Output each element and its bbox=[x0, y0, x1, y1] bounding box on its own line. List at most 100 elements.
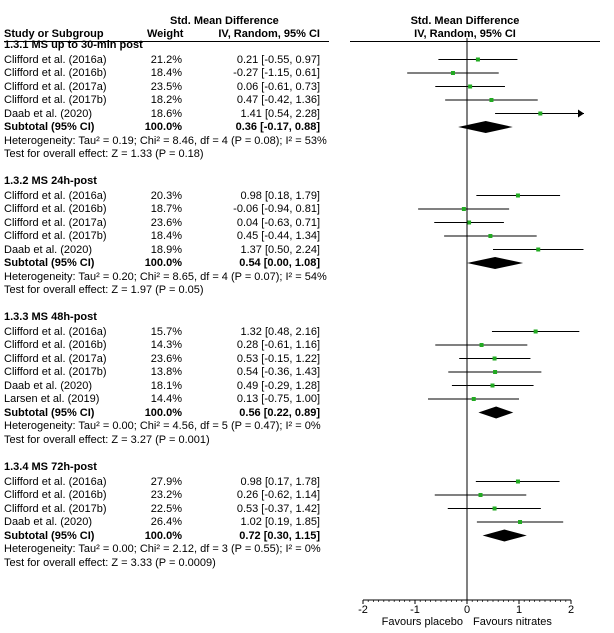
study-name: Clifford et al. (2016a) bbox=[4, 475, 107, 488]
subtotal-weight: 100.0% bbox=[144, 529, 182, 542]
study-marker bbox=[538, 111, 543, 116]
weight-column-header: Weight bbox=[147, 28, 184, 40]
study-name: Clifford et al. (2017b) bbox=[4, 502, 107, 515]
header-rule-right bbox=[350, 41, 600, 42]
overall-effect-text: Test for overall effect: Z = 3.27 (P = 0… bbox=[4, 433, 210, 446]
method-left-header: IV, Random, 95% CI bbox=[218, 28, 320, 40]
study-ci: 1.37 [0.50, 2.24] bbox=[240, 243, 320, 256]
study-ci: 0.26 [-0.62, 1.14] bbox=[236, 489, 320, 501]
study-marker bbox=[515, 193, 520, 198]
overall-effect-text: Test for overall effect: Z = 1.97 (P = 0… bbox=[4, 284, 204, 296]
group-title: 1.3.3 MS 48h-post bbox=[4, 311, 97, 323]
study-ci: 0.47 [-0.42, 1.36] bbox=[236, 94, 320, 106]
study-marker bbox=[489, 98, 494, 102]
smd-left-header: Std. Mean Difference bbox=[170, 15, 279, 27]
study-marker bbox=[493, 370, 498, 374]
subtotal-weight: 100.0% bbox=[144, 257, 182, 269]
subtotal-ci: 0.56 [0.22, 0.89] bbox=[239, 406, 320, 419]
study-name: Clifford et al. (2016b) bbox=[4, 339, 107, 351]
study-ci: 0.54 [-0.36, 1.43] bbox=[236, 366, 320, 378]
study-name: Clifford et al. (2016b) bbox=[4, 489, 107, 501]
subtotal-diamond bbox=[467, 257, 524, 269]
study-ci: -0.27 [-1.15, 0.61] bbox=[233, 67, 320, 79]
study-weight: 20.3% bbox=[150, 189, 182, 202]
study-marker bbox=[467, 220, 472, 225]
study-ci: 0.13 [-0.75, 1.00] bbox=[236, 393, 320, 405]
study-marker bbox=[478, 493, 483, 497]
study-name: Larsen et al. (2019) bbox=[4, 393, 100, 405]
study-marker bbox=[479, 343, 484, 347]
study-weight: 22.5% bbox=[150, 502, 182, 515]
study-name: Clifford et al. (2017a) bbox=[4, 80, 107, 93]
subtotal-ci: 0.54 [0.00, 1.08] bbox=[239, 257, 320, 269]
smd-right-header: Std. Mean Difference bbox=[410, 15, 520, 27]
study-marker bbox=[492, 356, 497, 361]
study-name: Clifford et al. (2016b) bbox=[4, 67, 107, 79]
study-weight: 18.4% bbox=[150, 230, 182, 242]
study-marker bbox=[475, 57, 480, 62]
overall-effect-text: Test for overall effect: Z = 1.33 (P = 0… bbox=[4, 148, 204, 160]
study-ci: 0.45 [-0.44, 1.34] bbox=[236, 230, 320, 242]
study-weight: 23.2% bbox=[150, 489, 182, 501]
study-ci: 0.98 [0.17, 1.78] bbox=[240, 475, 320, 488]
study-weight: 18.7% bbox=[150, 203, 182, 215]
study-name: Clifford et al. (2017a) bbox=[4, 352, 107, 365]
subtotal-ci: 0.72 [0.30, 1.15] bbox=[239, 529, 320, 542]
subtotal-diamond bbox=[458, 121, 513, 133]
study-ci: -0.06 [-0.94, 0.81] bbox=[233, 203, 320, 215]
study-name: Clifford et al. (2016a) bbox=[4, 189, 107, 202]
study-ci: 1.02 [0.19, 1.85] bbox=[240, 516, 320, 528]
x-tick-label: 1 bbox=[515, 604, 523, 616]
study-weight: 23.6% bbox=[150, 216, 182, 229]
study-name: Clifford et al. (2016a) bbox=[4, 325, 107, 338]
subtotal-weight: 100.0% bbox=[144, 406, 182, 419]
x-tick-label: -1 bbox=[410, 604, 420, 616]
overall-effect-text: Test for overall effect: Z = 3.33 (P = 0… bbox=[4, 556, 216, 569]
x-tick-label: 2 bbox=[567, 604, 575, 616]
study-marker bbox=[536, 247, 541, 252]
study-weight: 14.4% bbox=[150, 393, 182, 405]
study-marker bbox=[492, 506, 497, 511]
favours-placebo-label: Favours placebo bbox=[381, 616, 463, 628]
subtotal-label: Subtotal (95% CI) bbox=[4, 257, 95, 269]
study-ci: 1.32 [0.48, 2.16] bbox=[240, 325, 320, 338]
subtotal-diamond bbox=[478, 406, 514, 419]
study-weight: 18.6% bbox=[150, 107, 182, 120]
study-marker bbox=[461, 207, 466, 211]
study-ci: 0.49 [-0.29, 1.28] bbox=[236, 379, 320, 392]
method-right-header: IV, Random, 95% CI bbox=[414, 28, 516, 40]
study-name: Clifford et al. (2016a) bbox=[4, 53, 107, 66]
study-marker bbox=[490, 383, 495, 388]
study-name: Daab et al. (2020) bbox=[4, 107, 93, 120]
header-rule-left bbox=[4, 41, 329, 42]
study-weight: 27.9% bbox=[150, 475, 182, 488]
x-tick-label: -2 bbox=[358, 604, 368, 616]
study-weight: 18.4% bbox=[150, 67, 182, 79]
group-title: 1.3.1 MS up to 30-min post bbox=[4, 39, 143, 51]
subtotal-label: Subtotal (95% CI) bbox=[4, 529, 95, 542]
study-name: Clifford et al. (2017b) bbox=[4, 366, 107, 378]
study-name: Daab et al. (2020) bbox=[4, 516, 93, 528]
study-name: Clifford et al. (2016b) bbox=[4, 203, 107, 215]
heterogeneity-text: Heterogeneity: Tau² = 0.20; Chi² = 8.65,… bbox=[4, 270, 327, 283]
study-weight: 18.1% bbox=[150, 379, 182, 392]
heterogeneity-text: Heterogeneity: Tau² = 0.00; Chi² = 2.12,… bbox=[4, 543, 321, 555]
study-weight: 23.6% bbox=[150, 352, 182, 365]
subtotal-label: Subtotal (95% CI) bbox=[4, 121, 95, 133]
study-ci: 0.06 [-0.61, 0.73] bbox=[236, 80, 320, 93]
group-title: 1.3.4 MS 72h-post bbox=[4, 461, 97, 473]
study-weight: 18.9% bbox=[150, 243, 182, 256]
ci-arrow-head bbox=[578, 109, 584, 118]
favours-nitrates-label: Favours nitrates bbox=[473, 616, 552, 628]
study-column-header: Study or Subgroup bbox=[4, 28, 104, 40]
subtotal-weight: 100.0% bbox=[144, 121, 182, 133]
study-marker bbox=[515, 479, 520, 484]
study-marker bbox=[468, 84, 473, 89]
study-ci: 1.41 [0.54, 2.28] bbox=[240, 107, 320, 120]
heterogeneity-text: Heterogeneity: Tau² = 0.00; Chi² = 4.56,… bbox=[4, 420, 321, 432]
study-weight: 21.2% bbox=[150, 53, 182, 66]
study-weight: 23.5% bbox=[150, 80, 182, 93]
study-ci: 0.98 [0.18, 1.79] bbox=[240, 189, 320, 202]
x-tick-label: 0 bbox=[463, 604, 471, 616]
